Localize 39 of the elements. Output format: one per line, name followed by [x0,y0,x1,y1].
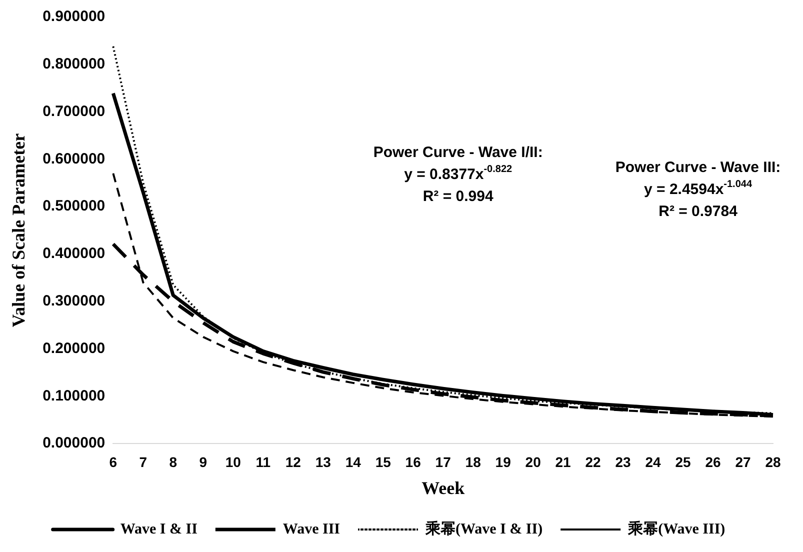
y-axis-title: Value of Scale Parameter [8,133,28,328]
x-tick-label: 12 [285,454,302,470]
x-tick-label: 24 [645,454,662,470]
x-tick-label: 13 [315,454,332,470]
x-tick-label: 26 [705,454,722,470]
x-tick-label: 17 [435,454,452,470]
x-tick-label: 9 [199,454,208,470]
x-tick-label: 10 [225,454,242,470]
legend-label: 乘幂(Wave III) [627,520,726,538]
y-tick-label: 0.000000 [42,434,106,452]
legend-label: Wave III [282,521,340,538]
legend-label: Wave I & II [120,521,198,538]
y-tick-label: 0.100000 [42,387,106,404]
y-tick-label: 0.700000 [42,102,106,120]
y-tick-label: 0.300000 [42,292,106,310]
y-tick-label: 0.800000 [42,56,106,73]
x-tick-label: 23 [615,454,632,470]
x-tick-label: 21 [555,454,572,470]
y-tick-label: 0.900000 [42,8,106,26]
x-tick-label: 7 [139,454,148,470]
x-tick-label: 14 [345,454,362,470]
x-tick-label: 18 [465,454,482,470]
x-tick-label: 15 [375,454,392,470]
x-axis-title: Week [422,478,465,498]
x-tick-label: 19 [495,454,512,470]
y-tick-label: 0.600000 [42,150,106,168]
y-tick-label: 0.200000 [42,340,106,357]
x-tick-label: 16 [405,454,422,470]
x-tick-label: 11 [256,454,271,470]
x-tick-label: 27 [735,454,752,470]
x-tick-label: 20 [525,454,542,470]
x-tick-label: 8 [169,454,178,470]
y-tick-label: 0.500000 [42,198,106,215]
x-tick-label: 6 [109,454,118,470]
x-tick-label: 28 [765,454,781,470]
y-tick-label: 0.400000 [42,245,106,262]
legend-label: 乘幂(Wave I & II) [424,520,543,538]
x-tick-label: 25 [675,454,692,470]
x-tick-label: 22 [585,454,602,470]
